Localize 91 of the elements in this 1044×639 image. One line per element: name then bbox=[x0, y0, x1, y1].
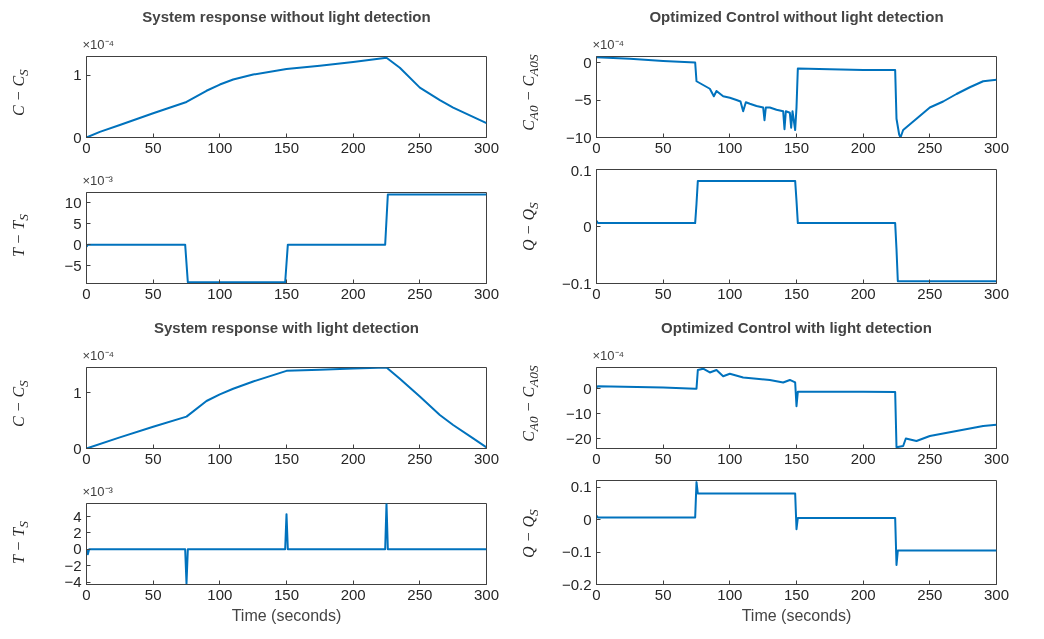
x-tick-label: 250 bbox=[407, 284, 433, 302]
x-tick-label: 250 bbox=[917, 284, 943, 302]
line-series bbox=[596, 56, 997, 138]
x-tick-label: 200 bbox=[850, 449, 876, 467]
x-tick-label: 200 bbox=[340, 284, 366, 302]
y-tick-label: 1 bbox=[73, 383, 82, 401]
x-tick-label: 300 bbox=[473, 138, 500, 156]
y-tick-label: −0.1 bbox=[561, 543, 592, 560]
x-tick-label: 200 bbox=[340, 585, 366, 603]
x-tick-label: 50 bbox=[654, 449, 672, 467]
x-tick-label: 100 bbox=[207, 284, 233, 302]
chart-title: System response with light detection bbox=[153, 318, 420, 336]
x-tick-label: 150 bbox=[783, 284, 810, 302]
x-tick-label: 50 bbox=[144, 585, 162, 603]
x-tick-label: 300 bbox=[983, 138, 1010, 156]
y-tick-label: 0 bbox=[583, 217, 592, 235]
x-axis-title: Time (seconds) bbox=[231, 606, 342, 624]
x-tick-label: 250 bbox=[407, 449, 433, 467]
y-tick-label: 0.1 bbox=[570, 161, 592, 179]
x-tick-label: 250 bbox=[917, 138, 943, 156]
text: ×10⁻³ bbox=[82, 483, 114, 499]
x-tick-label: 100 bbox=[717, 284, 743, 302]
y-tick-label: −10 bbox=[566, 128, 592, 146]
x-tick-label: 150 bbox=[783, 585, 810, 603]
y-tick-label: −20 bbox=[566, 429, 592, 447]
x-tick-label: 250 bbox=[917, 449, 943, 467]
x-tick-label: 50 bbox=[144, 449, 162, 467]
y-tick-label: 5 bbox=[73, 214, 82, 232]
x-tick-label: 250 bbox=[917, 585, 943, 603]
x-tick-label: 100 bbox=[717, 449, 743, 467]
chart-title: System response without light detection bbox=[142, 7, 431, 25]
chart-title: Optimized Control with light detection bbox=[661, 318, 932, 336]
x-tick-label: 300 bbox=[473, 284, 500, 302]
x-tick-label: 150 bbox=[273, 449, 300, 467]
chart-title: Optimized Control without light detection bbox=[649, 7, 944, 25]
x-tick-label: 150 bbox=[273, 138, 300, 156]
text: ×10⁻⁴ bbox=[592, 347, 625, 363]
y-tick-label: −5 bbox=[64, 256, 82, 274]
x-tick-label: 100 bbox=[717, 585, 743, 603]
x-tick-label: 100 bbox=[207, 138, 233, 156]
line-series bbox=[86, 193, 487, 284]
x-tick-label: 300 bbox=[983, 585, 1010, 603]
x-tick-label: 150 bbox=[273, 585, 300, 603]
line-series bbox=[86, 367, 487, 449]
y-tick-label: −4 bbox=[64, 573, 82, 591]
text: ×10⁻⁴ bbox=[592, 36, 625, 52]
y-tick-label: 10 bbox=[64, 193, 82, 211]
x-tick-label: 100 bbox=[207, 449, 233, 467]
x-tick-label: 50 bbox=[654, 138, 672, 156]
x-tick-label: 200 bbox=[850, 585, 876, 603]
x-tick-label: 200 bbox=[850, 284, 876, 302]
y-tick-label: −0.2 bbox=[561, 575, 592, 593]
y-tick-label: −5 bbox=[574, 91, 592, 108]
x-tick-label: 200 bbox=[850, 138, 876, 156]
x-tick-label: 300 bbox=[983, 284, 1010, 302]
y-tick-label: 4 bbox=[73, 507, 82, 525]
x-tick-label: 150 bbox=[273, 284, 300, 302]
x-tick-label: 200 bbox=[340, 138, 366, 156]
text: ×10⁻⁴ bbox=[82, 36, 115, 52]
x-tick-label: 300 bbox=[983, 449, 1010, 467]
x-tick-label: 50 bbox=[654, 284, 672, 302]
y-tick-label: 2 bbox=[73, 523, 82, 541]
line-series bbox=[86, 503, 487, 585]
line-series bbox=[596, 367, 997, 449]
x-tick-label: 150 bbox=[783, 138, 810, 156]
y-tick-label: 0 bbox=[583, 379, 592, 397]
y-tick-label: −2 bbox=[64, 556, 82, 574]
y-tick-label: 0.1 bbox=[570, 478, 592, 495]
x-tick-label: 50 bbox=[654, 585, 672, 603]
y-tick-label: 0 bbox=[583, 510, 592, 528]
x-tick-label: 100 bbox=[207, 585, 233, 603]
y-tick-label: 0 bbox=[73, 540, 82, 558]
x-tick-label: 250 bbox=[407, 585, 433, 603]
x-tick-label: 50 bbox=[144, 138, 162, 156]
x-tick-label: 150 bbox=[783, 449, 810, 467]
y-tick-label: −0.1 bbox=[561, 274, 592, 292]
text: ×10⁻⁴ bbox=[82, 347, 115, 363]
y-tick-label: 0 bbox=[583, 53, 592, 71]
x-tick-label: 50 bbox=[144, 284, 162, 302]
x-tick-label: 250 bbox=[407, 138, 433, 156]
y-tick-label: 1 bbox=[73, 66, 82, 84]
x-tick-label: 300 bbox=[473, 585, 500, 603]
line-series bbox=[596, 481, 997, 566]
x-axis-title: Time (seconds) bbox=[741, 606, 852, 624]
y-tick-label: −10 bbox=[566, 404, 592, 422]
line-series bbox=[86, 56, 487, 138]
x-tick-label: 200 bbox=[340, 449, 366, 467]
text: ×10⁻³ bbox=[82, 172, 114, 188]
x-tick-label: 100 bbox=[717, 138, 743, 156]
x-tick-label: 300 bbox=[473, 449, 500, 467]
y-tick-label: 0 bbox=[73, 235, 82, 253]
